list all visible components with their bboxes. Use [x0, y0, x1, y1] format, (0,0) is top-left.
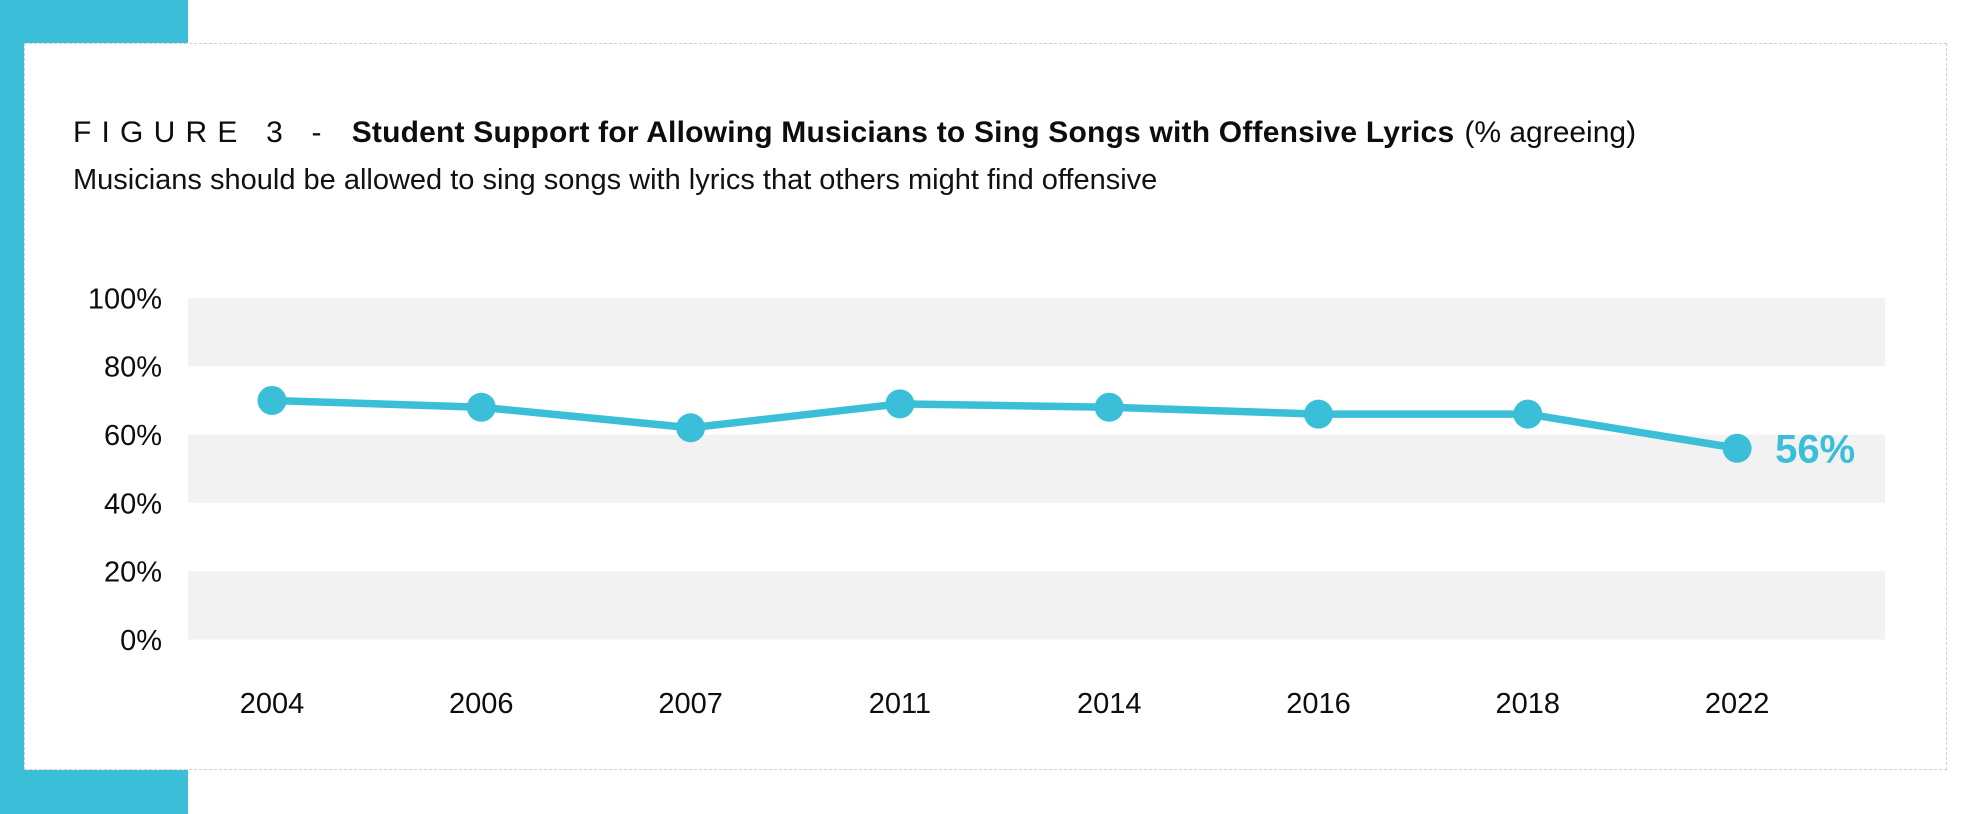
data-point [1513, 399, 1543, 429]
y-axis-tick-label: 20% [104, 557, 162, 589]
y-axis-tick-label: 60% [104, 420, 162, 452]
x-axis-tick-label: 2011 [869, 688, 931, 720]
figure-header: FIGURE 3 - Student Support for Allowing M… [73, 116, 1636, 150]
last-value-label: 56% [1775, 427, 1855, 471]
grid-band [188, 434, 1885, 503]
trend-line [271, 396, 1738, 452]
y-axis-tick-label: 80% [104, 352, 162, 384]
figure-label: FIGURE 3 - [73, 116, 332, 149]
x-axis-tick-label: 2006 [449, 688, 514, 720]
grid-band [188, 571, 1885, 640]
y-axis-tick-label: 0% [120, 625, 162, 657]
x-axis-tick-label: 2016 [1286, 688, 1351, 720]
grid-band [188, 298, 1885, 367]
data-point [885, 389, 915, 419]
data-point [1304, 399, 1333, 429]
figure-title-suffix: (% agreeing) [1464, 116, 1637, 149]
figure-title: Student Support for Allowing Musicians t… [351, 116, 1455, 149]
x-axis-tick-label: 2004 [240, 688, 305, 720]
data-point [1094, 392, 1124, 422]
x-axis-tick-label: 2018 [1496, 688, 1561, 720]
data-point [676, 413, 706, 443]
data-point [257, 385, 287, 415]
data-point [1722, 433, 1752, 463]
x-axis-tick-label: 2022 [1705, 688, 1770, 720]
figure-subtitle: Musicians should be allowed to sing song… [73, 164, 1158, 196]
y-axis-tick-label: 40% [104, 488, 162, 520]
x-axis-tick-label: 2007 [658, 688, 723, 720]
x-axis-tick-label: 2014 [1077, 688, 1142, 720]
y-axis-tick-label: 100% [88, 283, 162, 315]
data-point [466, 392, 496, 422]
